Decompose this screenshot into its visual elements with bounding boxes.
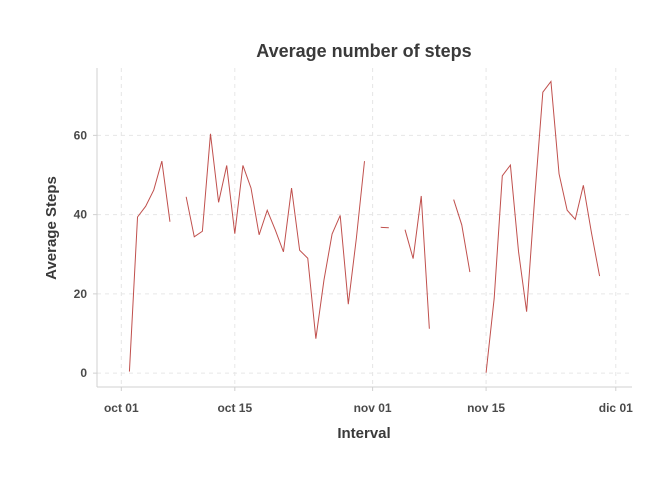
series-line-segment <box>185 133 365 339</box>
tick-labels: 0 20 40 60 oct 01 oct 15 nov 01 nov 15 dic 01 <box>74 128 633 415</box>
chart-title: Average number of steps <box>256 41 471 61</box>
grid <box>97 68 632 387</box>
y-tick-label: 60 <box>74 128 88 142</box>
series-line-segment <box>453 199 471 273</box>
x-tick-label: nov 15 <box>467 401 505 415</box>
y-tick-label: 20 <box>74 287 88 301</box>
series-line-segment <box>128 160 171 372</box>
axes <box>93 68 632 391</box>
x-tick-label: nov 01 <box>354 401 392 415</box>
y-tick-label: 0 <box>80 366 87 380</box>
series-layer <box>128 80 601 373</box>
x-tick-label: oct 01 <box>104 401 139 415</box>
x-axis-title: Interval <box>337 425 390 442</box>
series-line-segment <box>485 80 601 373</box>
y-tick-label: 40 <box>74 208 88 222</box>
y-axis-title: Average Steps <box>43 176 60 280</box>
x-tick-label: dic 01 <box>599 401 633 415</box>
series-line-segment <box>404 195 430 329</box>
x-tick-label: oct 15 <box>217 401 252 415</box>
